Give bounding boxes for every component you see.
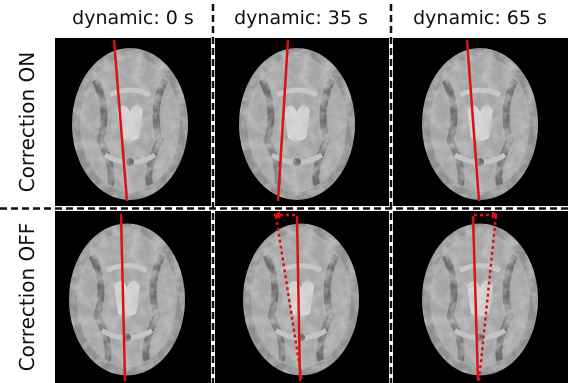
column-title: dynamic: 35 s	[234, 7, 368, 29]
column-title: dynamic: 65 s	[413, 7, 547, 29]
figure: dynamic: 0 s dynamic: 35 s dynamic: 65 s…	[0, 0, 568, 383]
panel-grid	[55, 38, 568, 383]
brain-image	[72, 48, 188, 200]
brain-image	[422, 48, 538, 200]
column-title: dynamic: 0 s	[72, 7, 194, 29]
row-label: Correction ON	[15, 52, 39, 193]
row-label: Correction OFF	[15, 223, 39, 372]
brain-image	[422, 224, 538, 376]
page: {"columns": [{"title": "dynamic: 0 s"}, …	[0, 0, 568, 383]
brain-image	[69, 224, 185, 376]
brain-image	[243, 224, 359, 376]
brain-image	[239, 48, 355, 200]
